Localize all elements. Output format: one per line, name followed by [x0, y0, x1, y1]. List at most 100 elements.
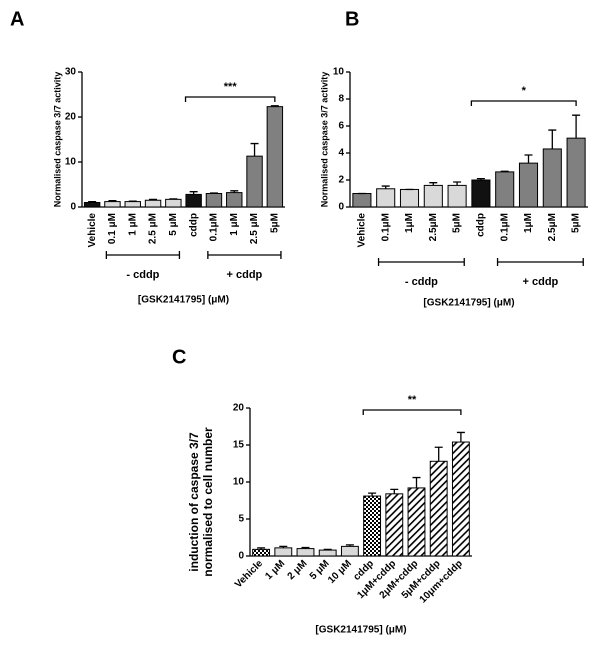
- error-bar: [524, 154, 533, 164]
- bar: [429, 460, 448, 557]
- x-axis-label: [GSK2141795] (μM): [423, 298, 514, 309]
- bar: [252, 548, 271, 557]
- x-tick-label: 5 μM: [168, 213, 179, 236]
- bar: [296, 548, 315, 557]
- y-tick-label: 20: [65, 112, 77, 123]
- significance-bracket: [184, 96, 276, 102]
- error-bar: [345, 544, 354, 547]
- y-axis-label: normalised to cell number: [201, 427, 215, 577]
- y-tick-label: 6: [338, 121, 344, 132]
- x-tick-label: 0.1μM: [209, 213, 220, 241]
- x-tick-label: 5μM: [452, 213, 463, 233]
- bar: [447, 184, 467, 208]
- bar: [385, 493, 404, 557]
- x-tick-label: 2.5 μM: [249, 213, 260, 244]
- error-bar: [230, 190, 239, 193]
- y-axis-label: induction of caspase 3/7: [187, 432, 201, 572]
- error-bar: [323, 548, 332, 551]
- annotation: *: [522, 85, 527, 97]
- bar: [318, 549, 337, 557]
- error-bar: [572, 114, 581, 139]
- bar: [165, 198, 182, 208]
- bar: [471, 179, 491, 208]
- y-tick-label: 0: [238, 551, 244, 562]
- x-tick-label: 2.5μM: [428, 213, 439, 241]
- y-tick-label: 15: [233, 440, 245, 451]
- x-tick-label: Vehicle: [87, 213, 98, 248]
- x-tick-label: 1μM: [523, 213, 534, 233]
- error-bar: [279, 545, 288, 548]
- group-bracket: [377, 258, 465, 266]
- x-tick-label: 5μM: [571, 213, 582, 233]
- y-tick-label: 2: [338, 175, 344, 186]
- group-label: + cddp: [523, 276, 559, 288]
- y-tick-label: 5: [238, 514, 244, 525]
- bar: [363, 495, 382, 557]
- error-bar: [453, 181, 462, 186]
- group-bracket: [496, 258, 584, 266]
- bar: [185, 193, 202, 208]
- group-label: - cddp: [405, 276, 438, 288]
- y-axis-label: Normalised caspase 3/7 activity: [319, 72, 329, 208]
- bar: [542, 148, 562, 208]
- bar: [144, 199, 162, 208]
- bar: [226, 192, 243, 208]
- bar: [124, 201, 141, 208]
- bar: [266, 106, 284, 208]
- bar: [407, 487, 426, 557]
- panel-label: B: [345, 8, 359, 30]
- group-label: + cddp: [227, 269, 263, 281]
- x-tick-label: 2.5μM: [547, 213, 558, 241]
- bar: [495, 171, 515, 208]
- y-tick-label: 10: [233, 477, 245, 488]
- x-tick-label: 0.1μM: [499, 213, 510, 241]
- error-bar: [500, 170, 509, 172]
- y-tick-label: 20: [233, 403, 245, 414]
- x-tick-label: 0.1 μM: [107, 213, 118, 244]
- x-tick-label: 1μM: [404, 213, 415, 233]
- bar: [340, 545, 359, 557]
- x-tick-label: Vehicle: [357, 213, 368, 248]
- error-bar: [301, 546, 310, 549]
- x-tick-label: 2.5 μM: [148, 213, 159, 244]
- error-bar: [88, 200, 97, 203]
- error-bar: [434, 446, 443, 462]
- error-bar: [476, 178, 485, 180]
- error-bar: [390, 488, 399, 494]
- y-tick-label: 8: [338, 94, 344, 105]
- bar: [566, 137, 586, 208]
- group-bracket: [207, 251, 282, 259]
- annotation: ***: [224, 81, 238, 93]
- x-axis-label: [GSK2141795] (μM): [315, 625, 406, 636]
- significance-bracket: [362, 409, 462, 415]
- panel-label: C: [172, 346, 186, 368]
- x-axis-label: [GSK2141795] (μM): [138, 295, 229, 306]
- x-tick-label: 1 μM: [263, 558, 287, 582]
- bar: [376, 188, 396, 208]
- bar: [352, 193, 372, 208]
- error-bar: [412, 476, 421, 488]
- x-tick-label: Vehicle: [233, 558, 265, 590]
- x-tick-label: 5μM: [269, 213, 280, 233]
- y-axis-label: Normalised caspase 3/7 activity: [52, 72, 62, 208]
- bar: [399, 188, 420, 208]
- error-bar: [429, 182, 438, 186]
- group-bracket: [105, 251, 181, 259]
- error-bar: [149, 198, 158, 201]
- error-bar: [108, 200, 117, 202]
- bar: [423, 184, 443, 208]
- y-tick-label: 10: [333, 67, 345, 78]
- x-tick-label: 0.1μM: [380, 213, 391, 241]
- significance-bracket: [470, 100, 577, 106]
- bar: [451, 441, 470, 557]
- y-tick-label: 30: [65, 67, 77, 78]
- x-tick-label: 1 μM: [127, 213, 138, 236]
- error-bar: [368, 492, 377, 497]
- error-bar: [270, 105, 279, 107]
- y-tick-label: 0: [338, 202, 344, 213]
- error-bar: [381, 185, 390, 189]
- bar: [274, 547, 293, 557]
- bar: [246, 155, 263, 208]
- error-bar: [548, 129, 557, 149]
